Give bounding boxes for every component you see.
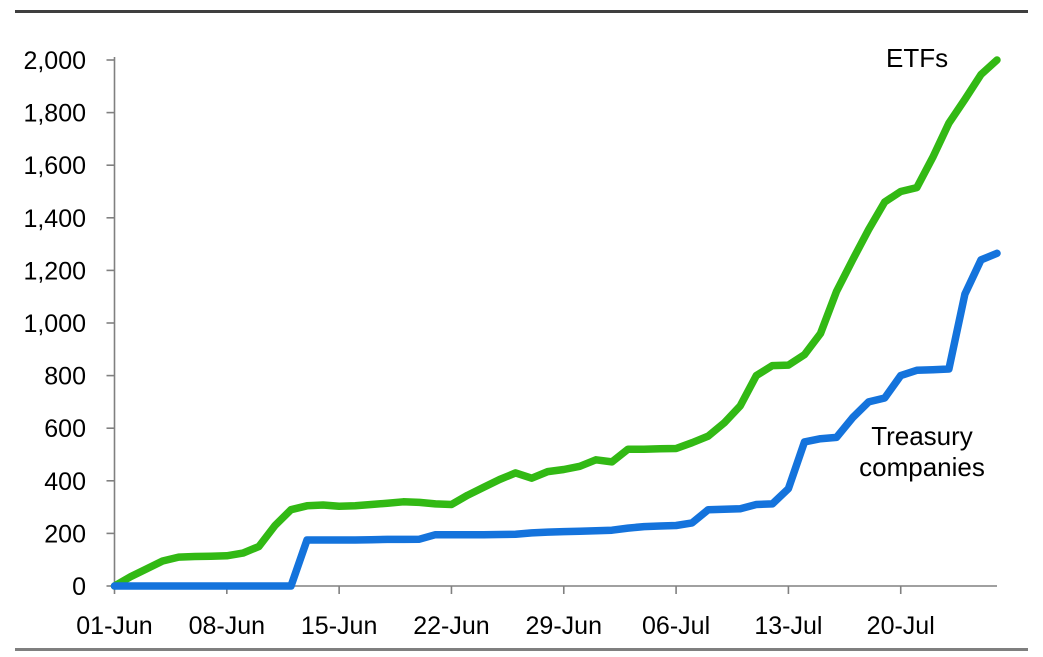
y-tick-label: 400 [44, 468, 86, 496]
y-tick-label: 1,400 [23, 205, 86, 233]
y-tick-label: 600 [44, 415, 86, 443]
series-label-etfs: ETFs [886, 43, 949, 73]
x-tick-label: 06-Jul [642, 612, 710, 640]
x-tick-label: 15-Jun [301, 612, 377, 640]
y-tick-label: 1,600 [23, 152, 86, 180]
y-tick-label: 2,000 [23, 47, 86, 75]
series-line-treasury-companies [110, 249, 1001, 590]
top-border-rule [15, 10, 1028, 13]
bottom-border-rule [15, 648, 1028, 651]
series-label-treasury-line2: companies [859, 452, 985, 482]
x-tick-label: 13-Jul [754, 612, 822, 640]
y-tick-label: 800 [44, 363, 86, 391]
x-tick-label: 20-Jul [867, 612, 935, 640]
y-tick-label: 200 [44, 520, 86, 548]
y-tick-label: 0 [72, 573, 86, 601]
series-label-treasury-line1: Treasury [871, 421, 973, 451]
x-tick-label: 29-Jun [526, 612, 602, 640]
series-line-etfs [110, 56, 1001, 590]
y-tick-label: 1,800 [23, 100, 86, 128]
series-label-treasury-companies: Treasury companies [847, 421, 997, 483]
y-tick-label: 1,200 [23, 257, 86, 285]
y-tick-label: 1,000 [23, 310, 86, 338]
x-tick-label: 01-Jun [76, 612, 152, 640]
x-tick-label: 08-Jun [189, 612, 265, 640]
x-tick-label: 22-Jun [413, 612, 489, 640]
